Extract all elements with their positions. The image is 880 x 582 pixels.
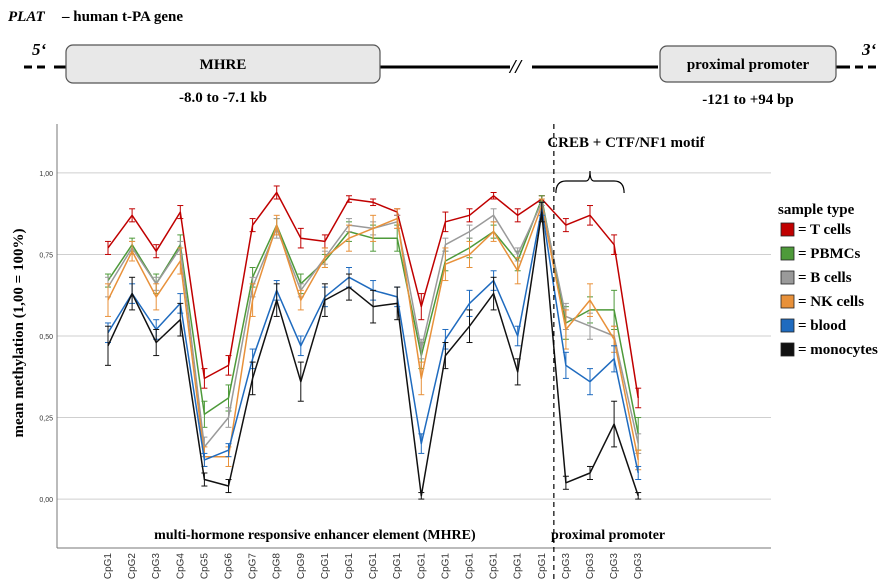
- break-gap: [510, 58, 532, 76]
- legend-swatch: [780, 318, 795, 333]
- y-tick-label: 0,00: [39, 497, 53, 504]
- x-tick-label: CpG7: [248, 553, 259, 580]
- x-tick-label: CpG3: [609, 553, 620, 580]
- y-tick-label: 0,75: [39, 252, 53, 259]
- data-series: [105, 185, 642, 500]
- y-tick-label: 0,25: [39, 416, 53, 423]
- promoter-region-label: proximal promoter: [551, 528, 665, 543]
- y-axis-label: mean methylation (1,00 = 100%): [11, 229, 27, 438]
- promoter-box: [659, 45, 837, 83]
- motif-brace: [555, 170, 625, 194]
- x-tick-label: CpG1: [103, 553, 114, 580]
- gene-header: PLAT – human t-PA gene 5‘ 3‘ // MHRE -8.…: [8, 9, 880, 108]
- promoter-box-label: proximal promoter: [687, 57, 810, 73]
- x-tick-label: CpG1: [416, 553, 427, 580]
- x-tick-label: CpG8: [272, 553, 283, 580]
- legend-title: sample type: [778, 202, 855, 218]
- legend-swatch: [780, 294, 795, 309]
- legend-label: = T cells: [798, 222, 851, 238]
- mhre-box-label: MHRE: [200, 57, 247, 73]
- y-tick-label: 1,00: [39, 171, 53, 178]
- x-tick-label: CpG3: [151, 553, 162, 580]
- mhre-region-label: multi-hormone responsive enhancer elemen…: [154, 528, 476, 543]
- x-tick-label: CpG1: [344, 553, 355, 580]
- mhre-range: -8.0 to -7.1 kb: [179, 90, 267, 106]
- grid-lines: [57, 172, 771, 500]
- legend-label: = PBMCs: [798, 246, 860, 262]
- x-tick-label: CpG1: [368, 553, 379, 580]
- three-prime-label: 3‘: [861, 40, 877, 59]
- mhre-box: [65, 44, 381, 84]
- legend-label: = monocytes: [798, 342, 878, 358]
- legend-swatch: [780, 342, 795, 357]
- legend-swatch: [780, 222, 795, 237]
- x-tick-label: CpG6: [224, 553, 235, 580]
- x-tick-labels: CpG1 CpG2 CpG3 CpG4 CpG5 CpG6 CpG7 CpG8 CpG9 CpG1…: [103, 553, 644, 580]
- y-tick-labels: 0,00 0,25 0,50 0,75 1,00: [39, 171, 53, 504]
- motif-annotation: CREB + CTF/NF1 motif: [547, 135, 705, 151]
- x-tick-label: CpG1: [513, 553, 524, 580]
- x-tick-label: CpG5: [199, 553, 210, 580]
- gene-description: – human t-PA gene: [61, 9, 183, 25]
- x-tick-label: CpG3: [585, 553, 596, 580]
- legend-label: = NK cells: [798, 294, 864, 310]
- x-tick-label: CpG1: [465, 553, 476, 580]
- series-5: [105, 201, 642, 500]
- legend-label: = B cells: [798, 270, 852, 286]
- axes: [56, 124, 771, 549]
- x-tick-label: CpG1: [537, 553, 548, 580]
- x-tick-label: CpG9: [296, 553, 307, 580]
- break-mark: //: [508, 56, 524, 78]
- gene-name: PLAT: [8, 9, 46, 25]
- x-tick-label: CpG2: [127, 553, 138, 580]
- x-tick-label: CpG1: [392, 553, 403, 580]
- five-prime-label: 5‘: [32, 40, 47, 59]
- y-tick-label: 0,50: [39, 334, 53, 341]
- x-tick-label: CpG4: [175, 553, 186, 580]
- x-tick-label: CpG1: [489, 553, 500, 580]
- series-0: [105, 185, 642, 409]
- x-tick-label: CpG3: [633, 553, 644, 580]
- legend-swatch: [780, 246, 795, 261]
- promoter-range: -121 to +94 bp: [702, 92, 793, 108]
- x-tick-label: CpG1: [320, 553, 331, 580]
- legend: = T cells = PBMCs = B cells = NK cells = blo…: [780, 222, 878, 358]
- x-tick-label: CpG1: [440, 553, 451, 580]
- legend-label: = blood: [798, 318, 847, 334]
- x-tick-label: CpG3: [561, 553, 572, 580]
- legend-swatch: [780, 270, 795, 285]
